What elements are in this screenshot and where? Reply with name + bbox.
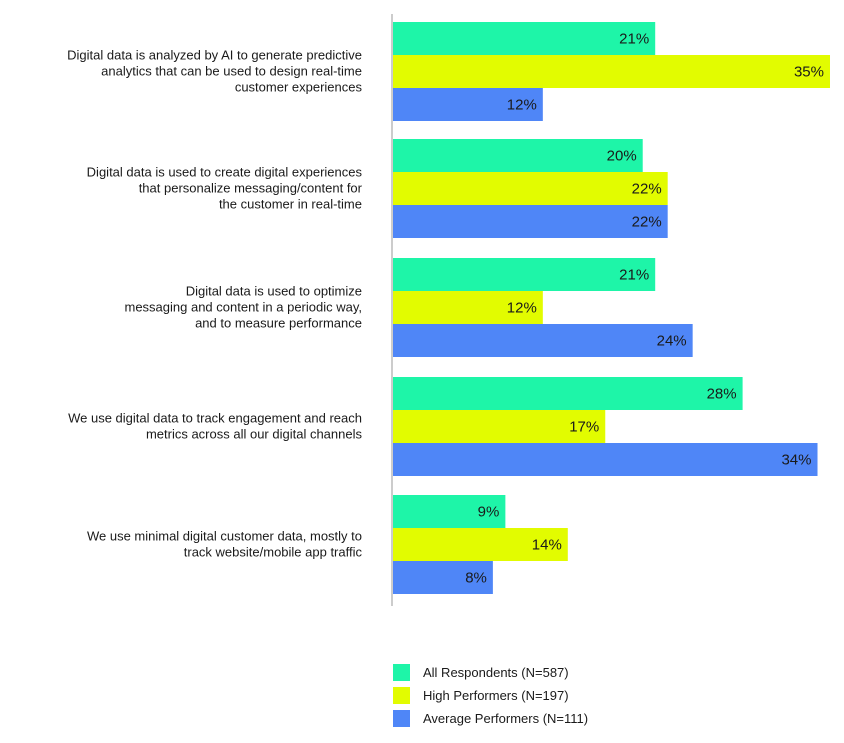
category-label-line: Digital data is used to optimize [186, 284, 362, 299]
bar-value-label: 20% [607, 148, 637, 165]
bar-5-series-1 [393, 495, 506, 528]
bar-1-series-2 [393, 55, 830, 88]
legend-label-2: High Performers (N=197) [423, 688, 569, 703]
bar-value-label: 28% [707, 386, 737, 403]
category-label-line: and to measure performance [195, 316, 362, 331]
bar-2-series-2 [393, 172, 668, 205]
bar-value-label: 21% [619, 31, 649, 48]
category-label-line: Digital data is analyzed by AI to genera… [67, 48, 362, 63]
bar-value-label: 17% [569, 419, 599, 436]
legend-swatch-1 [393, 664, 410, 681]
bar-3-series-3 [393, 324, 693, 357]
category-label-line: We use minimal digital customer data, mo… [87, 529, 362, 544]
bar-value-label: 22% [632, 214, 662, 231]
category-label-line: analytics that can be used to design rea… [101, 64, 362, 79]
bar-4-series-2 [393, 410, 606, 443]
category-label-line: that personalize messaging/content for [139, 181, 363, 196]
bar-value-label: 12% [507, 300, 537, 317]
bar-value-label: 22% [632, 181, 662, 198]
bar-value-label: 8% [465, 570, 487, 587]
legend-swatch-3 [393, 710, 410, 727]
bar-3-series-1 [393, 258, 656, 291]
bar-4-series-3 [393, 443, 818, 476]
legend: All Respondents (N=587) High Performers (… [393, 664, 588, 727]
bar-3-series-2 [393, 291, 543, 324]
legend-swatch-2 [393, 687, 410, 704]
bar-5-series-3 [393, 561, 493, 594]
legend-label-3: Average Performers (N=111) [423, 711, 588, 726]
category-label-line: track website/mobile app traffic [184, 545, 363, 560]
category-label-line: customer experiences [235, 80, 363, 95]
category-label-line: messaging and content in a periodic way, [124, 300, 362, 315]
bar-1-series-3 [393, 88, 543, 121]
bar-5-series-2 [393, 528, 568, 561]
bar-1-series-1 [393, 22, 656, 55]
category-label-line: the customer in real-time [219, 197, 362, 212]
bar-value-label: 24% [657, 333, 687, 350]
bar-value-label: 14% [532, 537, 562, 554]
category-label-line: Digital data is used to create digital e… [87, 165, 363, 180]
category-labels: Digital data is analyzed by AI to genera… [67, 48, 363, 560]
bar-value-label: 34% [781, 452, 811, 469]
category-label-line: metrics across all our digital channels [146, 427, 363, 442]
bar-value-label: 12% [507, 97, 537, 114]
bar-2-series-1 [393, 139, 643, 172]
bar-value-label: 21% [619, 267, 649, 284]
bar-4-series-1 [393, 377, 743, 410]
bars-group: 21% 35% 12% 20% 22% 22% 21% 12% 24% 28% 17% 34% 9% 14… [393, 22, 830, 594]
bar-value-label: 9% [478, 504, 500, 521]
bar-2-series-3 [393, 205, 668, 238]
bar-value-label: 35% [794, 64, 824, 81]
category-label-line: We use digital data to track engagement … [68, 411, 362, 426]
legend-label-1: All Respondents (N=587) [423, 665, 569, 680]
